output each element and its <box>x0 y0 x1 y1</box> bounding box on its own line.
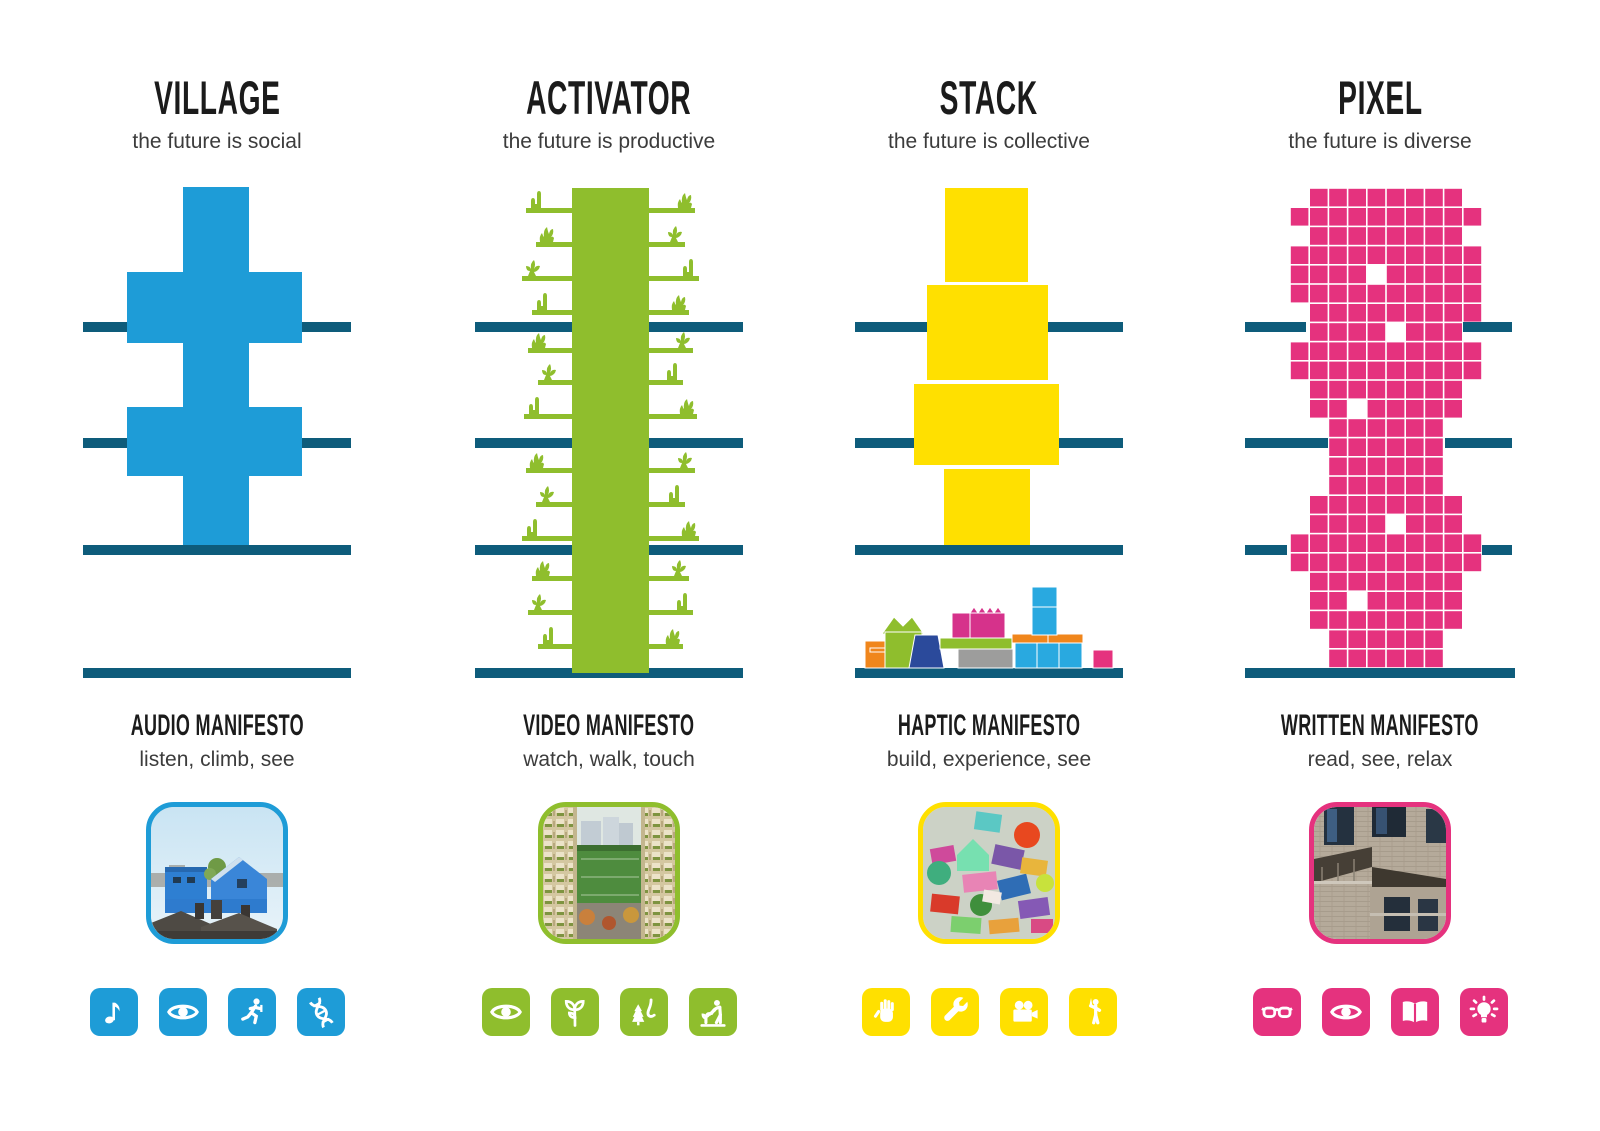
sprout-tile <box>550 988 599 1036</box>
icon-row <box>799 988 1179 1036</box>
village-manifesto-subtitle: listen, climb, see <box>139 748 295 771</box>
lightbulb-tile <box>1459 988 1508 1036</box>
eye-icon <box>489 1004 522 1020</box>
village-tagline: the future is social <box>132 130 302 153</box>
activator-manifesto-title-row: VIDEO MANIFESTO <box>419 706 799 746</box>
village-building-shape <box>127 187 302 551</box>
toy-blocks-scene <box>864 586 1114 669</box>
book-tile <box>1390 988 1439 1036</box>
eye-tile <box>1321 988 1370 1036</box>
page-title: VILLAGE <box>27 70 407 126</box>
dna-tile <box>296 988 345 1036</box>
column-village: VILLAGE the future is social AUDIO MANIF… <box>27 0 407 1131</box>
eye-tile <box>481 988 530 1036</box>
stack-manifesto-title: HAPTIC MANIFESTO <box>897 709 1081 742</box>
pixel-manifesto-title: WRITTEN MANIFESTO <box>1281 709 1479 742</box>
pixel-photo-illustration <box>1314 807 1446 939</box>
column-pixel: PIXEL the future is diverse WRITTEN MANI… <box>1190 0 1570 1131</box>
page-title: ACTIVATOR <box>419 70 799 126</box>
movie-camera-tile <box>999 988 1048 1036</box>
movie-camera-icon <box>1012 1000 1038 1022</box>
column-activator: ACTIVATOR the future is productive VIDEO… <box>419 0 799 1131</box>
pixel-grid <box>1290 188 1482 668</box>
hand-icon <box>873 999 894 1022</box>
pixel-manifesto-title-row: WRITTEN MANIFESTO <box>1190 706 1570 746</box>
activator-photo <box>538 802 680 944</box>
pixel-title: PIXEL <box>1337 71 1423 124</box>
activator-tower <box>572 188 649 673</box>
village-photo-illustration <box>151 807 283 939</box>
music-note-tile <box>89 988 138 1036</box>
stack-tagline: the future is collective <box>888 130 1090 153</box>
stacked-boxes <box>914 188 1059 550</box>
glasses-icon <box>1260 1006 1293 1018</box>
pixel-tagline: the future is diverse <box>1288 130 1472 153</box>
wrench-icon <box>943 997 968 1021</box>
sprout-icon <box>564 1000 585 1027</box>
village-manifesto-title-row: AUDIO MANIFESTO <box>27 706 407 746</box>
dna-icon <box>308 997 334 1029</box>
activator-manifesto-subtitle: watch, walk, touch <box>523 748 695 771</box>
pixel-photo <box>1309 802 1451 944</box>
lightbulb-icon <box>1469 995 1498 1023</box>
village-photo <box>146 802 288 944</box>
activator-title: ACTIVATOR <box>526 71 692 124</box>
village-manifesto-title: AUDIO MANIFESTO <box>130 709 304 742</box>
icon-row <box>419 988 799 1036</box>
column-stack: STACK the future is collective <box>799 0 1179 1131</box>
wrench-tile <box>930 988 979 1036</box>
village-massing-diagram <box>83 187 351 678</box>
activator-massing-diagram <box>475 188 743 678</box>
gardener-tile <box>688 988 737 1036</box>
eye-icon <box>1329 1004 1362 1020</box>
music-note-icon <box>104 1002 120 1024</box>
stack-photo-illustration <box>923 807 1055 939</box>
stack-massing-diagram <box>855 188 1123 678</box>
runner-icon <box>240 998 262 1025</box>
hand-tile <box>861 988 910 1036</box>
presenter-icon <box>1088 997 1101 1025</box>
gardener-icon <box>699 999 726 1027</box>
stack-photo <box>918 802 1060 944</box>
presenter-tile <box>1068 988 1117 1036</box>
icon-row <box>1190 988 1570 1036</box>
stack-manifesto-title-row: HAPTIC MANIFESTO <box>799 706 1179 746</box>
stack-title: STACK <box>939 71 1039 124</box>
book-icon <box>1402 1001 1427 1023</box>
glasses-tile <box>1252 988 1301 1036</box>
activator-tagline: the future is productive <box>502 130 716 153</box>
activator-photo-illustration <box>543 807 675 939</box>
village-title: VILLAGE <box>153 71 281 124</box>
runner-tile <box>227 988 276 1036</box>
tree-smell-icon <box>631 998 656 1026</box>
pixel-manifesto-subtitle: read, see, relax <box>1307 748 1453 771</box>
page-title: STACK <box>799 70 1179 126</box>
eye-tile <box>158 988 207 1036</box>
activator-manifesto-title: VIDEO MANIFESTO <box>523 709 695 742</box>
icon-row <box>27 988 407 1036</box>
pixel-massing-diagram <box>1245 188 1515 678</box>
plant-shelves <box>522 191 699 649</box>
page-title: PIXEL <box>1190 70 1570 126</box>
eye-icon <box>166 1004 199 1020</box>
stack-manifesto-subtitle: build, experience, see <box>886 748 1092 771</box>
tree-smell-tile <box>619 988 668 1036</box>
